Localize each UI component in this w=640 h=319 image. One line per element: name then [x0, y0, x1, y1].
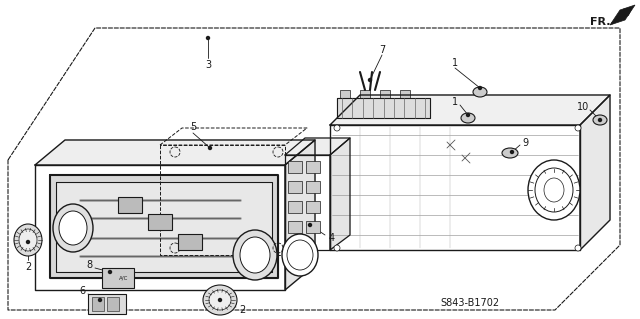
Bar [118, 197, 142, 213]
Ellipse shape [282, 234, 318, 276]
Circle shape [209, 146, 211, 150]
Bar [288, 221, 302, 233]
Bar [148, 214, 172, 230]
Ellipse shape [240, 237, 270, 273]
Circle shape [575, 125, 581, 131]
Polygon shape [330, 138, 350, 250]
Circle shape [26, 241, 29, 243]
Bar [306, 201, 320, 213]
Text: 4: 4 [329, 233, 335, 243]
Circle shape [207, 36, 209, 40]
Bar [340, 90, 350, 98]
Bar [360, 90, 370, 98]
Circle shape [575, 245, 581, 251]
Bar [102, 268, 134, 288]
Bar [306, 161, 320, 173]
Polygon shape [337, 98, 430, 118]
Bar [288, 201, 302, 213]
Bar [400, 90, 410, 98]
Ellipse shape [203, 285, 237, 315]
Polygon shape [330, 125, 580, 250]
Ellipse shape [233, 230, 277, 280]
Text: 1: 1 [452, 58, 458, 68]
Text: 9: 9 [522, 138, 528, 148]
Text: 8: 8 [86, 260, 92, 270]
Circle shape [467, 114, 470, 116]
Text: 10: 10 [577, 102, 589, 112]
Polygon shape [285, 155, 330, 250]
Text: A/C: A/C [119, 276, 129, 280]
Circle shape [334, 245, 340, 251]
Ellipse shape [461, 113, 475, 123]
Bar [178, 234, 202, 250]
Bar [88, 294, 126, 314]
Polygon shape [35, 140, 315, 165]
Text: 3: 3 [205, 60, 211, 70]
Ellipse shape [19, 229, 37, 251]
Text: 1: 1 [452, 97, 458, 107]
Circle shape [334, 125, 340, 131]
Polygon shape [50, 175, 278, 278]
Ellipse shape [593, 115, 607, 125]
Polygon shape [580, 95, 610, 250]
Circle shape [218, 299, 221, 301]
Text: 2: 2 [25, 262, 31, 272]
Ellipse shape [209, 290, 231, 310]
Text: 6: 6 [79, 286, 85, 296]
Bar [306, 181, 320, 193]
Polygon shape [330, 95, 610, 125]
Ellipse shape [59, 211, 87, 245]
Circle shape [308, 224, 312, 226]
Polygon shape [285, 138, 350, 155]
Circle shape [511, 151, 513, 153]
Ellipse shape [53, 204, 93, 252]
Text: 5: 5 [190, 122, 196, 132]
Circle shape [598, 118, 602, 122]
Polygon shape [56, 182, 272, 272]
Polygon shape [610, 5, 635, 25]
Bar [306, 221, 320, 233]
Bar [288, 181, 302, 193]
Text: S843-B1702: S843-B1702 [440, 298, 500, 308]
Polygon shape [35, 165, 285, 290]
Ellipse shape [14, 224, 42, 256]
Bar [380, 90, 390, 98]
Text: 7: 7 [379, 45, 385, 55]
Ellipse shape [502, 148, 518, 158]
Circle shape [369, 78, 371, 81]
Ellipse shape [473, 87, 487, 97]
Text: 2: 2 [239, 305, 245, 315]
Ellipse shape [528, 160, 580, 220]
Bar [107, 297, 119, 311]
Circle shape [109, 271, 111, 273]
Polygon shape [285, 140, 315, 290]
Circle shape [99, 299, 102, 301]
Text: FR.: FR. [590, 17, 611, 27]
Bar [288, 161, 302, 173]
Circle shape [479, 86, 481, 90]
Bar [92, 297, 104, 311]
